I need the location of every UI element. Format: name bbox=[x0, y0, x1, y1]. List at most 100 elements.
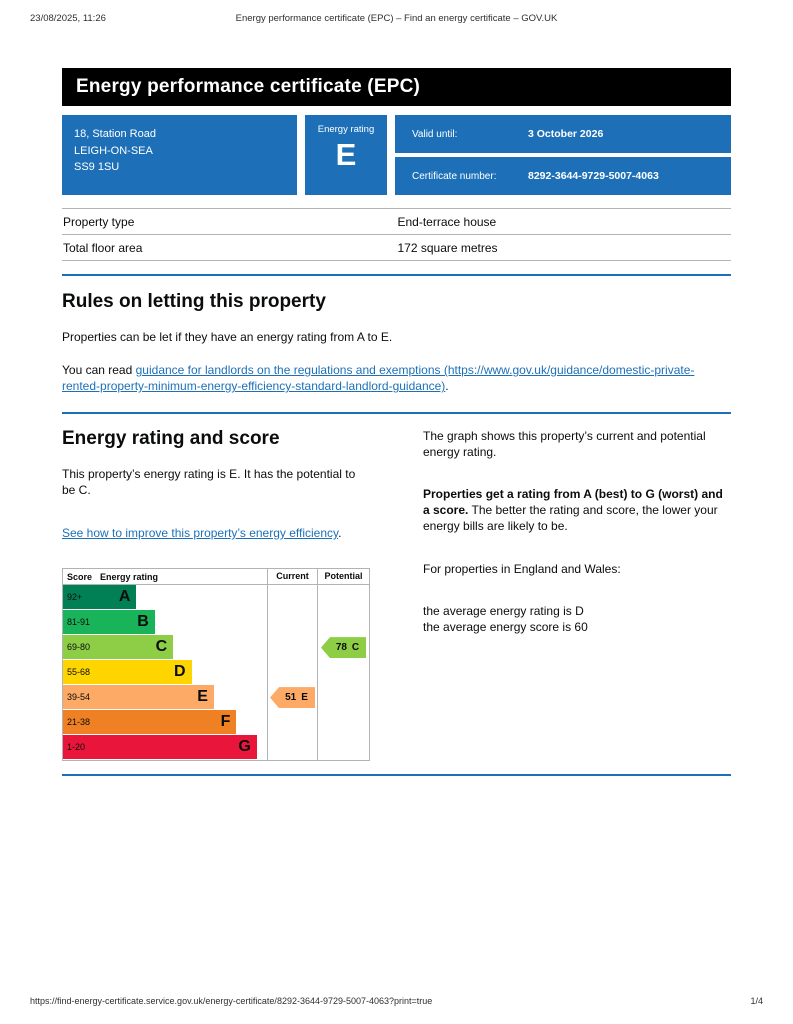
band-score-range: 1-20 bbox=[67, 742, 86, 753]
current-cell bbox=[267, 635, 317, 661]
band-cell: 92+ A bbox=[63, 585, 267, 610]
print-url: https://find-energy-certificate.service.… bbox=[30, 996, 433, 1006]
valid-until-label: Valid until: bbox=[412, 128, 458, 140]
section-divider bbox=[62, 774, 731, 777]
rating-heading: Energy rating and score bbox=[62, 427, 280, 449]
band-score-range: 81-91 bbox=[67, 617, 91, 628]
band-letter: B bbox=[137, 613, 149, 631]
page-number: 1/4 bbox=[750, 996, 763, 1006]
certificate-content: Energy performance certificate (EPC) 18,… bbox=[62, 68, 731, 777]
rules-paragraph-2-prefix: You can read bbox=[62, 363, 136, 378]
graph-paragraph-2: Properties get a rating from A (best) to… bbox=[423, 486, 731, 535]
valid-until-value: 3 October 2026 bbox=[528, 128, 604, 140]
potential-cell bbox=[317, 660, 369, 686]
epc-band-B: 81-91 B bbox=[63, 610, 155, 635]
band-letter: D bbox=[173, 663, 186, 681]
band-cell: 55-68 D bbox=[63, 660, 267, 685]
chart-band-row-F: 21-38 F bbox=[63, 710, 369, 736]
current-cell bbox=[267, 735, 317, 761]
certificate-summary: 18, Station Road LEIGH-ON-SEA SS9 1SU En… bbox=[62, 115, 731, 195]
band-letter: A bbox=[118, 588, 131, 606]
landlord-guidance-link[interactable]: guidance for landlords on the regulation… bbox=[62, 363, 695, 394]
potential-rating-arrow: 78 C bbox=[321, 637, 366, 659]
band-letter: E bbox=[197, 688, 208, 706]
chart-band-row-D: 55-68 D bbox=[63, 660, 369, 686]
potential-cell bbox=[317, 585, 369, 611]
chart-header-current: Current bbox=[267, 569, 317, 585]
graph-paragraph-1: The graph shows this property’s current … bbox=[423, 428, 706, 459]
band-score-range: 55-68 bbox=[67, 667, 91, 678]
epc-band-C: 69-80 C bbox=[63, 635, 174, 660]
current-cell bbox=[267, 585, 317, 611]
rules-paragraph-2: You can read guidance for landlords on t… bbox=[62, 362, 731, 394]
chart-band-row-E: 39-54 E 51 E bbox=[63, 685, 369, 711]
epc-band-A: 92+ A bbox=[63, 585, 137, 610]
rules-heading: Rules on letting this property bbox=[62, 291, 326, 312]
valid-until-box: Valid until: 3 October 2026 bbox=[395, 115, 731, 153]
band-cell: 1-20 G bbox=[63, 735, 267, 760]
average-rating-line: the average energy rating is D bbox=[423, 603, 584, 618]
graph-paragraph-2-bold: Properties get a rating from A (best) to… bbox=[423, 486, 723, 518]
current-rating-arrow: 51 E bbox=[270, 687, 315, 709]
energy-rating-section: Energy rating and score This property’s … bbox=[62, 428, 731, 762]
potential-cell bbox=[317, 735, 369, 761]
current-cell bbox=[267, 660, 317, 686]
section-divider bbox=[62, 274, 731, 276]
chart-header-score: Score bbox=[67, 571, 93, 582]
energy-rating-badge: Energy rating E bbox=[305, 115, 387, 195]
epc-band-E: 39-54 E bbox=[63, 685, 214, 710]
graph-paragraph-3: For properties in England and Wales: bbox=[423, 561, 621, 576]
epc-band-D: 55-68 D bbox=[63, 660, 192, 685]
address-line-2: LEIGH-ON-SEA bbox=[74, 144, 153, 157]
table-row: Total floor area 172 square metres bbox=[62, 234, 731, 261]
band-score-range: 39-54 bbox=[67, 692, 91, 703]
table-row: Property type End-terrace house bbox=[62, 208, 731, 235]
chart-band-row-A: 92+ A bbox=[63, 585, 369, 611]
improve-paragraph: See how to improve this property’s energ… bbox=[62, 525, 358, 541]
band-letter: G bbox=[238, 738, 251, 756]
potential-cell bbox=[317, 610, 369, 636]
floor-area-label: Total floor area bbox=[62, 234, 397, 261]
property-type-value: End-terrace house bbox=[396, 208, 731, 235]
print-footer: https://find-energy-certificate.service.… bbox=[30, 996, 763, 1006]
current-cell bbox=[267, 610, 317, 636]
current-cell: 51 E bbox=[267, 685, 317, 711]
band-cell: 21-38 F bbox=[63, 710, 267, 735]
property-type-label: Property type bbox=[62, 208, 397, 235]
band-score-range: 69-80 bbox=[67, 642, 91, 653]
graph-explanation-column: The graph shows this property’s current … bbox=[423, 428, 731, 662]
page-title: Energy performance certificate (EPC) bbox=[76, 76, 421, 97]
chart-header-rating: Energy rating bbox=[100, 571, 159, 582]
address-line-3: SS9 1SU bbox=[74, 161, 120, 173]
certificate-number-value: 8292-3644-9729-5007-4063 bbox=[528, 170, 659, 182]
energy-rating-letter: E bbox=[335, 137, 357, 172]
energy-rating-label: Energy rating bbox=[317, 124, 375, 135]
certificate-validity: Valid until: 3 October 2026 Certificate … bbox=[395, 115, 731, 195]
improve-efficiency-link[interactable]: See how to improve this property’s energ… bbox=[62, 525, 339, 540]
band-cell: 39-54 E bbox=[63, 685, 267, 710]
band-letter: F bbox=[220, 713, 231, 731]
certificate-number-box: Certificate number: 8292-3644-9729-5007-… bbox=[395, 157, 731, 195]
print-timestamp: 23/08/2025, 11:26 bbox=[30, 13, 106, 24]
chart-band-row-C: 69-80 C 78 C bbox=[63, 635, 369, 661]
print-page-title: Energy performance certificate (EPC) – F… bbox=[235, 13, 558, 24]
section-divider bbox=[62, 411, 731, 414]
potential-cell: 78 C bbox=[317, 635, 369, 661]
band-cell: 81-91 B bbox=[63, 610, 267, 635]
rules-paragraph-2-suffix: . bbox=[445, 379, 449, 394]
average-score-line: the average energy score is 60 bbox=[423, 619, 588, 634]
epc-band-F: 21-38 F bbox=[63, 710, 237, 735]
rating-paragraph: This property’s energy rating is E. It h… bbox=[62, 466, 356, 497]
improve-link-suffix: . bbox=[338, 525, 342, 540]
potential-cell bbox=[317, 710, 369, 736]
certificate-title-banner: Energy performance certificate (EPC) bbox=[62, 68, 731, 106]
band-score-range: 92+ bbox=[67, 592, 83, 603]
property-address: 18, Station Road LEIGH-ON-SEA SS9 1SU bbox=[62, 115, 297, 195]
chart-header-band: Score Energy rating bbox=[63, 569, 267, 584]
print-header: 23/08/2025, 11:26 Energy performance cer… bbox=[30, 13, 763, 27]
chart-header-potential: Potential bbox=[317, 569, 369, 585]
epc-band-G: 1-20 G bbox=[63, 735, 257, 760]
floor-area-value: 172 square metres bbox=[396, 234, 731, 261]
band-cell: 69-80 C bbox=[63, 635, 267, 660]
